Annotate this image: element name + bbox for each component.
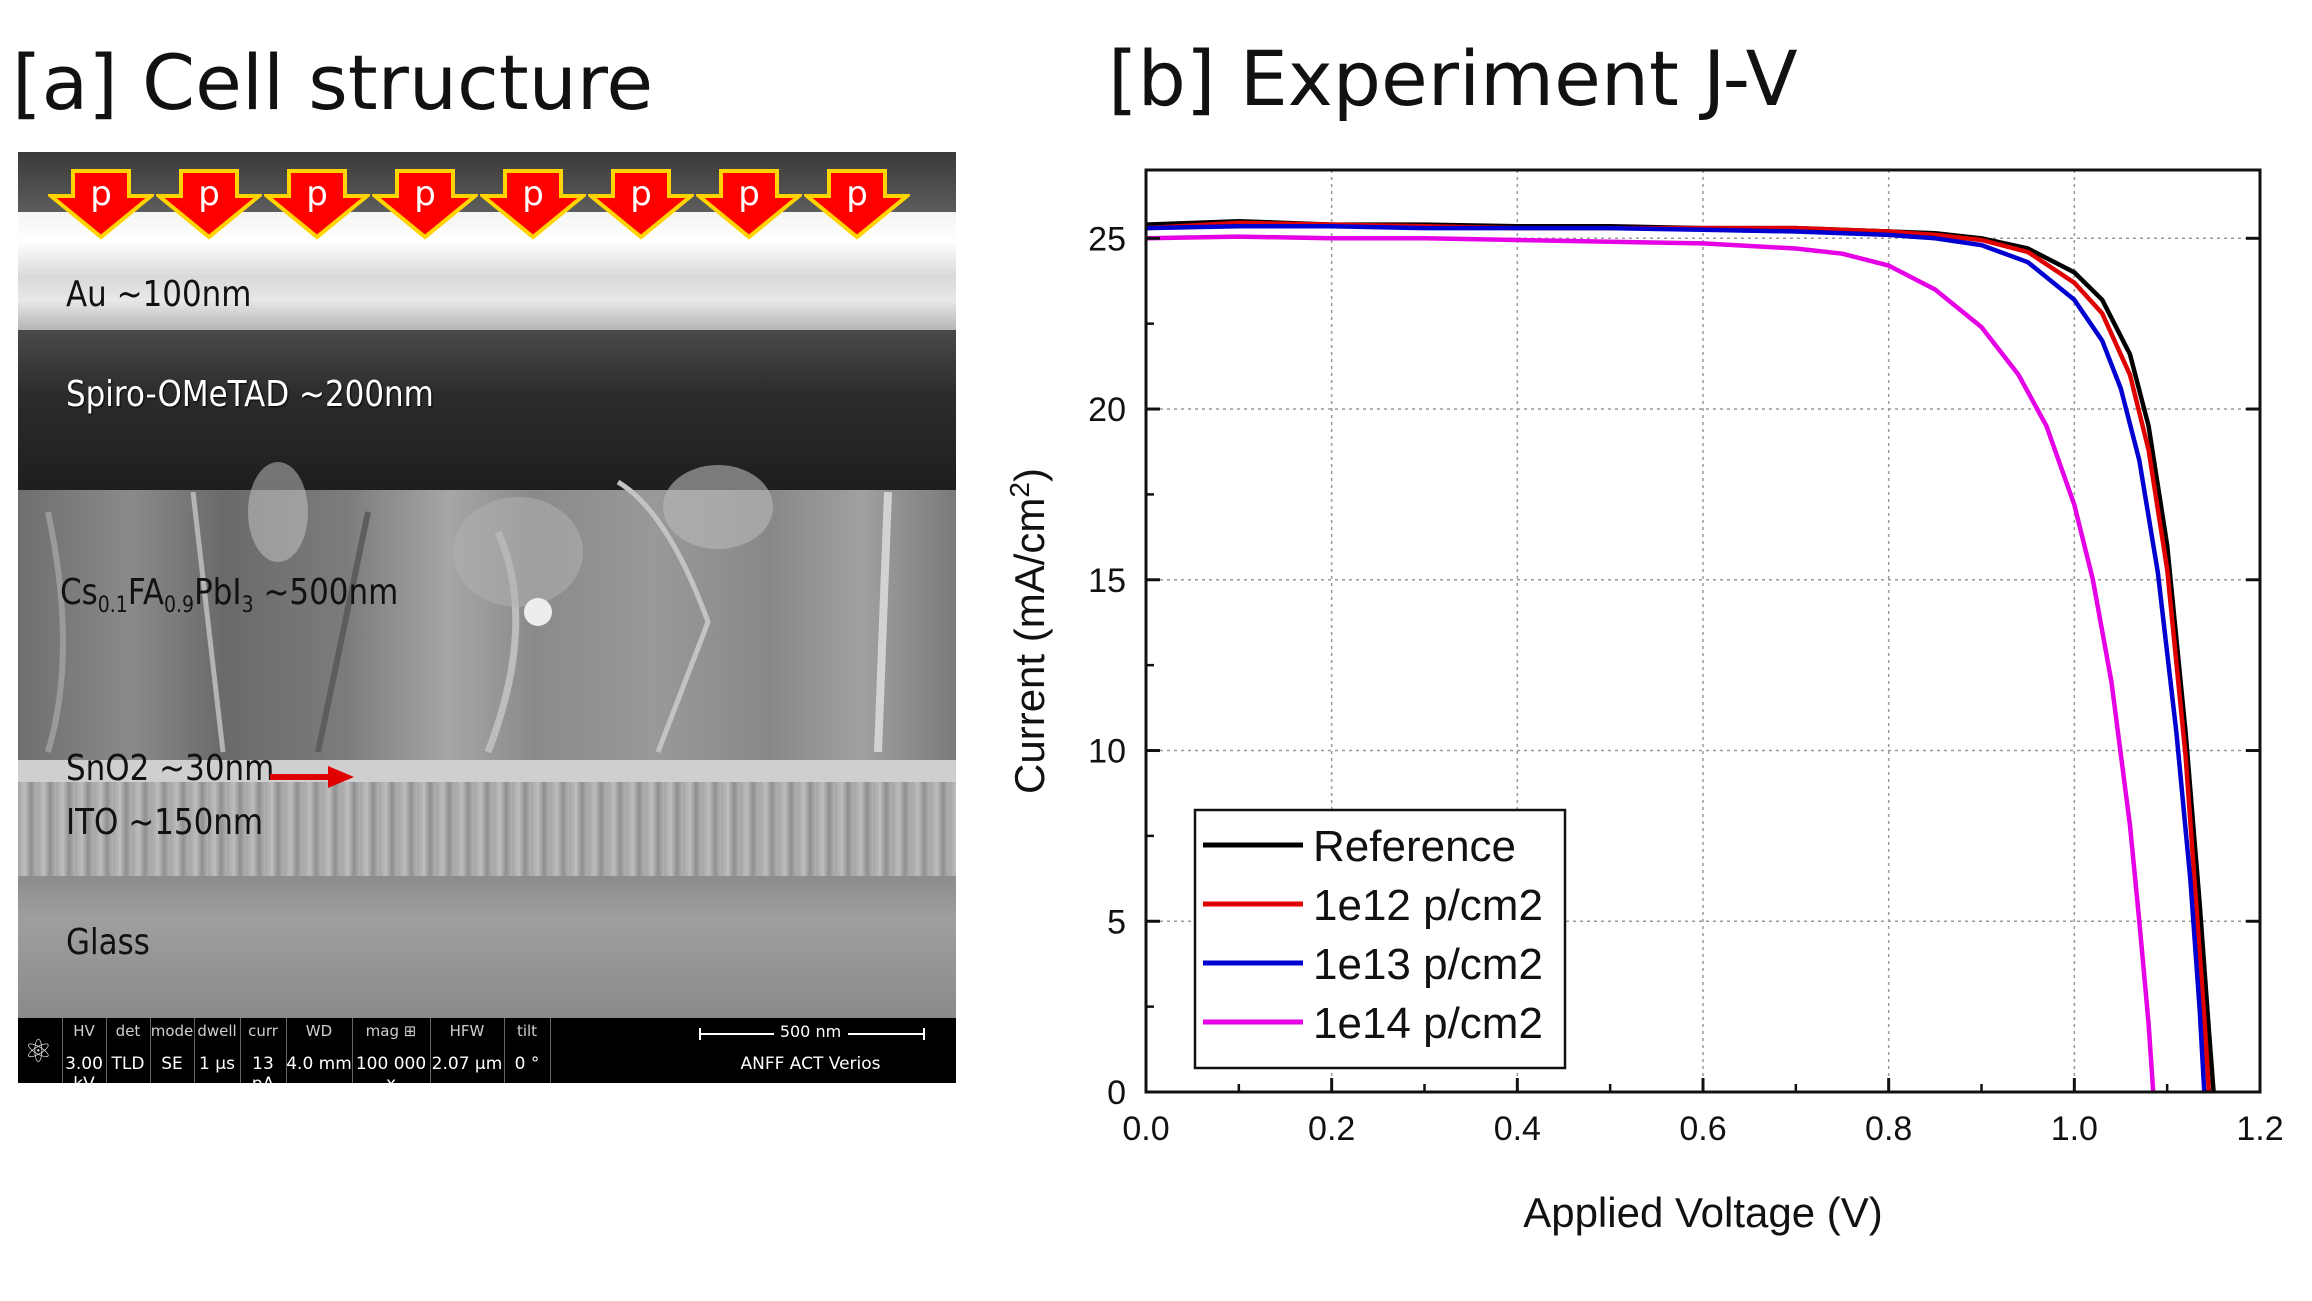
info-cell: HV 3.00 kV <box>62 1018 107 1083</box>
info-cell-header: mode <box>150 1022 194 1040</box>
legend-label: 1e13 p/cm2 <box>1313 940 1543 989</box>
legend-box <box>1193 808 1567 1070</box>
legend-label: Reference <box>1313 822 1516 871</box>
y-tick-label: 20 <box>1088 391 1126 429</box>
y-tick-label: 5 <box>1107 903 1126 941</box>
proton-label: p <box>306 174 328 214</box>
info-cell-header: curr <box>248 1022 278 1040</box>
x-tick-label: 0.4 <box>1494 1110 1541 1148</box>
legend-label: 1e12 p/cm2 <box>1313 881 1543 930</box>
sem-info-bar: ⚛ HV 3.00 kV det TLD mode SE dwell 1 µs curr 13 p… <box>18 1018 956 1083</box>
info-cell-value: 13 pA <box>252 1054 274 1083</box>
legend-label: 1e14 p/cm2 <box>1313 999 1543 1048</box>
fei-logo-icon: ⚛ <box>24 1032 53 1070</box>
y-tick-label: 25 <box>1088 220 1126 258</box>
info-cell-value: TLD <box>111 1054 145 1074</box>
proton-label: p <box>630 174 652 214</box>
info-cell: mag ⊞ 100 000 x <box>352 1018 431 1083</box>
proton-arrow-icon: p <box>45 168 157 240</box>
info-cell-header: dwell <box>197 1022 237 1040</box>
y-tick-label: 0 <box>1107 1074 1126 1112</box>
info-cell-header: tilt <box>516 1022 538 1040</box>
series-line-4 <box>1145 234 2156 1093</box>
y-tick-label: 15 <box>1088 562 1126 600</box>
proton-label: p <box>846 174 868 214</box>
y-axis-title: Current (mA/cm2) <box>1004 468 1054 794</box>
chart-ticks: 0.0 0.2 0.4 0.6 0.8 1.0 1.2 0 5 10 15 20 25 <box>1088 220 2283 1148</box>
info-cell-value: 0 ° <box>514 1054 540 1074</box>
info-cell-header: WD <box>305 1022 333 1040</box>
x-axis-title: Applied Voltage (V) <box>1523 1189 1883 1236</box>
info-cell-value: 100 000 x <box>355 1054 427 1083</box>
scale-bar-icon <box>699 1028 925 1040</box>
instrument-name: ANFF ACT Verios <box>740 1054 881 1074</box>
sem-cross-section-image: p p p p p p p p Au ~100nm <box>18 152 956 1083</box>
fei-logo: ⚛ <box>18 1018 63 1083</box>
sno2-label: SnO2 ~30nm <box>66 748 275 789</box>
info-cell-header: HFW <box>449 1022 485 1040</box>
ito-label: ITO ~150nm <box>66 802 264 843</box>
proton-arrow-icon: p <box>153 168 265 240</box>
spiro-label: Spiro-OMeTAD ~200nm <box>66 374 434 415</box>
chart-legend: Reference 1e12 p/cm2 1e13 p/cm2 1e14 p/cm2 <box>1193 808 1567 1070</box>
info-cell: dwell 1 µs <box>194 1018 241 1083</box>
info-cell-header: det <box>115 1022 141 1040</box>
info-cell: HFW 2.07 µm <box>430 1018 505 1083</box>
x-tick-label: 0.6 <box>1679 1110 1726 1148</box>
info-cell-header: mag ⊞ <box>365 1022 417 1040</box>
perovskite-label: Cs0.1FA0.9PbI3 ~500nm <box>60 572 399 619</box>
proton-arrow-icon: p <box>801 168 913 240</box>
info-cell: curr 13 pA <box>240 1018 287 1083</box>
proton-label: p <box>90 174 112 214</box>
proton-arrow-row: p p p p p p p p <box>45 168 938 240</box>
x-tick-label: 0.8 <box>1865 1110 1912 1148</box>
panel-a-title: [a] Cell structure <box>12 38 654 127</box>
info-cell-value: 1 µs <box>199 1054 235 1074</box>
info-cell-value: 3.00 kV <box>65 1054 103 1083</box>
spiro-layer <box>18 330 956 490</box>
x-tick-label: 0.0 <box>1122 1110 1169 1148</box>
proton-label: p <box>198 174 220 214</box>
info-cell-value: SE <box>161 1054 183 1074</box>
au-layer <box>18 212 956 330</box>
proton-label: p <box>414 174 436 214</box>
proton-arrow-icon: p <box>477 168 589 240</box>
scale-bar-label: 500 nm <box>779 1022 842 1041</box>
series-line-3 <box>1145 224 2207 1093</box>
perovskite-grain-texture <box>45 462 892 754</box>
scale-bar-cell: 500 nm ANFF ACT Verios <box>666 1018 955 1083</box>
chart-series <box>1145 218 2216 1093</box>
x-tick-label: 0.2 <box>1308 1110 1355 1148</box>
info-cell: det TLD <box>106 1018 151 1083</box>
proton-arrow-icon: p <box>369 168 481 240</box>
au-label: Au ~100nm <box>66 274 252 315</box>
x-tick-label: 1.0 <box>2051 1110 2098 1148</box>
proton-arrow-icon: p <box>585 168 697 240</box>
info-cell-value: 4.0 mm <box>286 1054 352 1074</box>
proton-label: p <box>522 174 544 214</box>
info-cell-header: HV <box>73 1022 95 1040</box>
info-cell: mode SE <box>150 1018 195 1083</box>
sno2-pointer-arrow-icon <box>270 766 354 788</box>
y-tick-label: 10 <box>1088 733 1126 771</box>
info-cell-value: 2.07 µm <box>431 1054 503 1074</box>
info-cell: WD 4.0 mm <box>286 1018 353 1083</box>
proton-label: p <box>738 174 760 214</box>
x-tick-label: 1.2 <box>2236 1110 2283 1148</box>
ito-layer <box>18 782 956 876</box>
proton-arrow-icon: p <box>261 168 373 240</box>
sno2-layer <box>18 760 956 782</box>
panel-b-title: [b] Experiment J-V <box>1108 34 1798 123</box>
glass-layer <box>18 876 956 1018</box>
info-cell: tilt 0 ° <box>504 1018 551 1083</box>
glass-label: Glass <box>66 922 150 963</box>
proton-arrow-icon: p <box>693 168 805 240</box>
